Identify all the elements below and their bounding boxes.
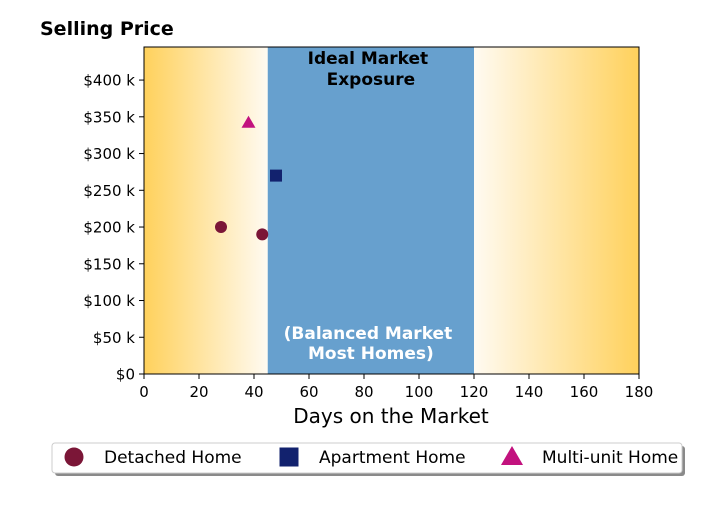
x-tick-label: 140 — [515, 383, 544, 401]
legend-marker-triangle — [500, 445, 524, 465]
data-points — [215, 115, 282, 241]
y-tick-label: $0 — [116, 366, 135, 384]
plot-frame — [143, 46, 640, 375]
legend-items: Detached Home Apartment Home Multi-unit Ho… — [64, 445, 678, 468]
data-point-triangle-1 — [241, 115, 256, 128]
legend-item-2: Apartment Home — [279, 447, 466, 468]
legend: Detached Home Apartment Home Multi-unit Ho… — [51, 442, 685, 476]
x-tick-label: 60 — [299, 383, 318, 401]
y-tick-label: $150 k — [83, 255, 135, 273]
legend-marker-circle — [64, 447, 84, 467]
x-tick-label: 160 — [570, 383, 599, 401]
legend-label: Apartment Home — [319, 448, 466, 468]
band-bottom-label: (Balanced Market Most Homes) — [284, 324, 459, 364]
band-bottom-label-line-1: (Balanced Market — [284, 324, 453, 344]
legend-label: Detached Home — [104, 448, 242, 468]
band-top-label: Ideal Market Exposure — [308, 49, 434, 90]
data-point-circle-2 — [256, 228, 269, 241]
legend-item-3: Multi-unit Home — [500, 445, 678, 468]
x-axis-label: Days on the Market — [293, 404, 489, 428]
legend-label: Multi-unit Home — [542, 448, 678, 468]
y-tick-label: $250 k — [83, 182, 135, 200]
y-axis: $0 $50 k $100 k $150 k $200 k $250 k $300 k $35… — [83, 72, 144, 384]
band-bottom-label-line-2: Most Homes) — [308, 344, 434, 364]
y-tick-label: $200 k — [83, 219, 135, 237]
band-top-label-line-1: Ideal Market — [308, 49, 429, 69]
x-tick-label: 40 — [244, 383, 263, 401]
x-tick-label: 20 — [189, 383, 208, 401]
legend-marker-square — [279, 447, 299, 467]
y-tick-label: $300 k — [83, 145, 135, 163]
legend-box — [51, 442, 683, 474]
ideal-exposure-band — [267, 47, 474, 374]
legend-item-1: Detached Home — [64, 447, 242, 468]
x-axis: 0 20 40 60 80 100 120 140 160 180 — [139, 374, 653, 401]
band-top-label-line-2: Exposure — [327, 70, 416, 90]
y-tick-label: $400 k — [83, 72, 135, 90]
x-tick-label: 120 — [460, 383, 489, 401]
y-tick-label: $350 k — [83, 108, 135, 126]
y-tick-label: $100 k — [83, 292, 135, 310]
data-point-square-1 — [270, 169, 282, 182]
data-point-circle-1 — [215, 221, 227, 234]
chart-title: Selling Price — [40, 18, 174, 40]
x-tick-label: 180 — [625, 383, 654, 401]
y-tick-label: $50 k — [93, 329, 135, 347]
x-tick-label: 80 — [354, 383, 373, 401]
x-tick-label: 0 — [139, 383, 149, 401]
x-tick-label: 100 — [405, 383, 434, 401]
